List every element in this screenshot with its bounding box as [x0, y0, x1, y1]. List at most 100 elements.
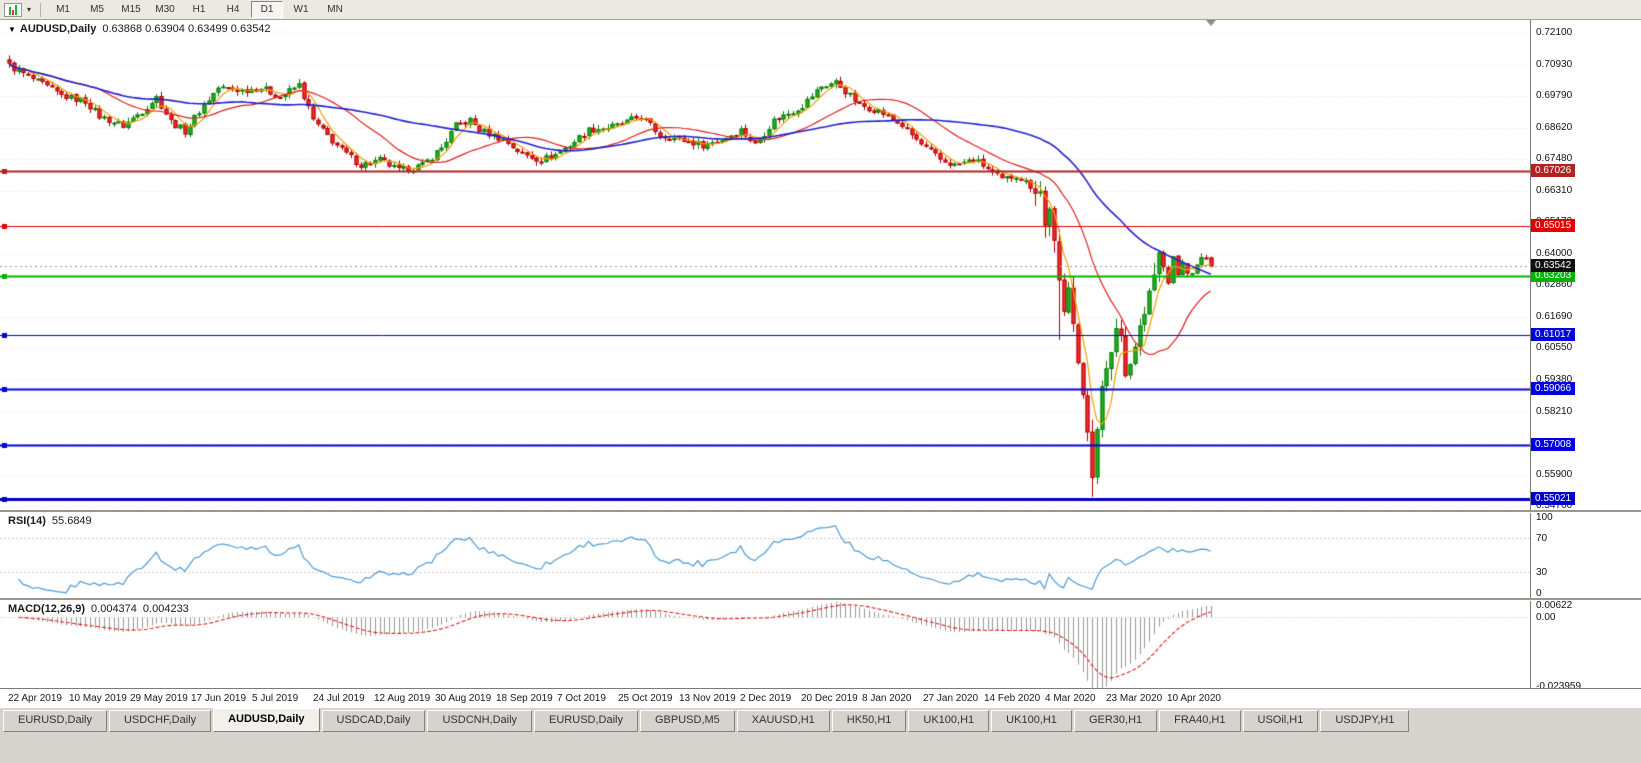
chart-icon-down-bar [12, 9, 14, 15]
dropdown-caret-icon[interactable]: ▾ [27, 5, 32, 14]
top-toolbar: ▾ M1 M5 M15 M30 H1 H4 D1 W1 MN [0, 0, 1641, 20]
macd-signal-value: 0.004233 [142, 603, 189, 615]
macd-indicator-panel: MACD(12,26,9) 0.004374 0.004233 [0, 600, 1641, 688]
chart-tab-uk100-h1[interactable]: UK100,H1 [908, 710, 990, 732]
date-label: 30 Aug 2019 [435, 693, 492, 704]
rsi-axis-tick: 30 [1536, 567, 1548, 579]
date-label: 17 Jun 2019 [191, 693, 247, 704]
macd-header: MACD(12,26,9) 0.004374 0.004233 [8, 603, 189, 615]
date-label: 20 Dec 2019 [801, 693, 858, 704]
macd-label: MACD(12,26,9) [8, 603, 86, 615]
chart-type-icon[interactable] [4, 2, 22, 17]
chart-tab-eurusd-daily[interactable]: EURUSD,Daily [534, 710, 638, 732]
hline-price-badge: 0.55021 [1531, 491, 1576, 505]
chart-icon-up-bar [9, 6, 11, 15]
price-axis-tick: 0.62860 [1536, 279, 1573, 291]
timeframe-button-m1[interactable]: M1 [56, 4, 70, 15]
price-axis-tick: 0.68620 [1536, 121, 1573, 133]
price-axis-tick: 0.55900 [1536, 468, 1573, 480]
timeframe-button-m30[interactable]: M30 [155, 4, 175, 15]
chart-tab-audusd-daily[interactable]: AUDUSD,Daily [213, 708, 320, 732]
rsi-label: RSI(14) [8, 515, 46, 527]
rsi-axis-tick: 0 [1536, 588, 1542, 599]
current-price-badge: 0.63542 [1531, 259, 1576, 273]
chart-tab-fra40-h1[interactable]: FRA40,H1 [1159, 710, 1241, 732]
price-axis-tick: 0.58210 [1536, 405, 1573, 417]
date-label: 27 Jan 2020 [923, 693, 979, 704]
rsi-axis-tick: 100 [1536, 512, 1553, 523]
chart-tab-usdcnh-daily[interactable]: USDCNH,Daily [427, 710, 533, 732]
price-axis-tick: 0.61690 [1536, 310, 1573, 322]
rsi-header: RSI(14) 55.6849 [8, 515, 92, 527]
date-label: 22 Apr 2019 [8, 693, 62, 704]
timeframe-button-h1[interactable]: H1 [192, 4, 206, 15]
price-axis-tick: 0.72100 [1536, 27, 1573, 38]
rsi-value: 55.6849 [51, 515, 92, 527]
date-label: 5 Jul 2019 [252, 693, 299, 704]
date-label: 10 Apr 2020 [1167, 693, 1221, 704]
date-label: 24 Jul 2019 [313, 693, 365, 704]
time-scale[interactable]: 22 Apr 2019 10 May 2019 29 May 2019 17 Jun … [0, 688, 1641, 709]
hline-price-badge: 0.67026 [1531, 164, 1576, 178]
date-label: 7 Oct 2019 [557, 693, 606, 704]
price-axis-tick: 0.54760 [1536, 500, 1573, 512]
date-label: 12 Aug 2019 [374, 693, 431, 704]
timeframe-button-m5[interactable]: M5 [90, 4, 104, 15]
chart-tab-ger30-h1[interactable]: GER30,H1 [1073, 710, 1158, 732]
price-axis-tick: 0.60550 [1536, 342, 1573, 354]
chart-tab-uk100-h1[interactable]: UK100,H1 [991, 710, 1072, 732]
timeframe-button-m15[interactable]: M15 [121, 4, 141, 15]
date-label: 2 Dec 2019 [740, 693, 792, 704]
date-label: 8 Jan 2020 [862, 693, 912, 704]
toolbar-separator [40, 2, 42, 17]
symbol-period-label: AUDUSD,Daily [19, 23, 97, 35]
chart-title: ▼ AUDUSD,Daily 0.63868 0.63904 0.63499 0.6… [8, 23, 271, 35]
price-scale[interactable]: 0.72100 0.70930 0.69790 0.68620 0.67480 0.663… [1530, 20, 1641, 708]
ohlc-values: 0.63868 0.63904 0.63499 0.63542 [102, 23, 271, 35]
macd-axis-tick: 0.00622 [1536, 600, 1573, 611]
chart-tab-usdcad-daily[interactable]: USDCAD,Daily [321, 710, 426, 732]
price-chart-panel: ▼ AUDUSD,Daily 0.63868 0.63904 0.63499 0.6… [0, 20, 1641, 510]
price-axis-tick: 0.69790 [1536, 90, 1573, 102]
price-axis-tick: 0.59380 [1536, 373, 1573, 385]
chart-tab-eurusd-daily[interactable]: EURUSD,Daily [3, 710, 107, 732]
rsi-indicator-panel: RSI(14) 55.6849 [0, 512, 1641, 598]
chart-tab-hk50-h1[interactable]: HK50,H1 [831, 710, 907, 732]
timeframe-button-d1[interactable]: D1 [251, 1, 284, 18]
chart-icon-up-bar2 [15, 4, 17, 15]
chart-tab-usdchf-daily[interactable]: USDCHF,Daily [108, 710, 212, 732]
chart-tab-usdjpy-h1[interactable]: USDJPY,H1 [1320, 710, 1410, 732]
price-axis-tick: 0.64000 [1536, 247, 1573, 259]
date-label: 29 May 2019 [130, 693, 188, 704]
collapse-caret-icon[interactable]: ▼ [8, 25, 16, 34]
date-label: 10 May 2019 [69, 693, 127, 704]
macd-main-value: 0.004374 [91, 603, 137, 615]
macd-axis-tick: -0.023959 [1536, 681, 1582, 692]
timeframe-toolbar: M1 M5 M15 M30 H1 H4 D1 W1 MN [47, 1, 351, 18]
date-label: 18 Sep 2019 [496, 693, 553, 704]
panel-splitter[interactable] [0, 598, 1641, 601]
price-axis-tick: 0.66310 [1536, 184, 1573, 196]
timeframe-button-w1[interactable]: W1 [293, 4, 309, 15]
macd-canvas[interactable] [0, 600, 1530, 688]
date-label: 4 Mar 2020 [1045, 693, 1096, 704]
timeframe-button-h4[interactable]: H4 [226, 4, 240, 15]
price-axis-tick: 0.70930 [1536, 58, 1573, 70]
chart-tab-usoil-h1[interactable]: USOil,H1 [1242, 710, 1319, 732]
date-label: 25 Oct 2019 [618, 693, 673, 704]
panel-splitter[interactable] [0, 510, 1641, 513]
chart-tab-gbpusd-m5[interactable]: GBPUSD,M5 [640, 710, 735, 732]
hline-price-badge: 0.61017 [1531, 328, 1576, 342]
price-axis-tick: 0.67480 [1536, 153, 1573, 165]
rsi-canvas[interactable] [0, 512, 1530, 598]
timeframe-button-mn[interactable]: MN [327, 4, 343, 15]
macd-axis-tick: 0.00 [1536, 612, 1556, 623]
price-chart-canvas[interactable] [0, 20, 1530, 510]
hline-price-badge: 0.65015 [1531, 219, 1576, 233]
hline-price-badge: 0.59066 [1531, 381, 1576, 395]
hline-price-badge: 0.57008 [1531, 437, 1576, 451]
date-label: 23 Mar 2020 [1106, 693, 1163, 704]
date-label: 13 Nov 2019 [679, 693, 736, 704]
date-label: 14 Feb 2020 [984, 693, 1041, 704]
chart-tab-xauusd-h1[interactable]: XAUUSD,H1 [736, 710, 830, 732]
